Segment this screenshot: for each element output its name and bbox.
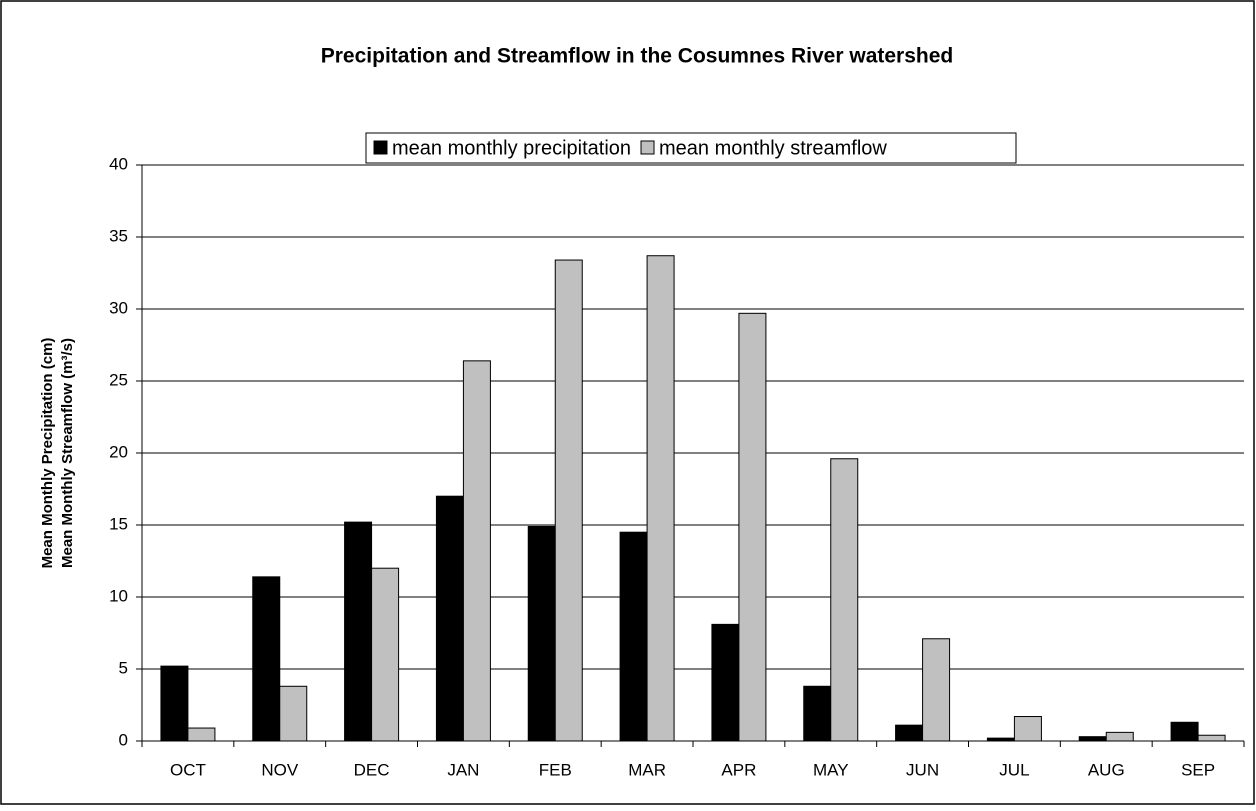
bar [803,685,832,742]
y-axis-label: Mean Monthly Precipitation (cm) Mean Mon… [39,338,76,569]
legend-label: mean monthly streamflow [659,137,887,159]
bar [371,567,400,742]
bar [1197,734,1226,742]
legend-swatch [640,140,655,155]
x-tick-label: JUL [999,760,1029,779]
y-tick-label: 25 [109,370,128,389]
bar [619,531,648,742]
y-tick-label: 0 [119,730,128,749]
bar [1105,731,1134,742]
y-tick-label: 35 [109,226,128,245]
chart-title: Precipitation and Streamflow in the Cosu… [321,45,953,68]
y-tick-label: 40 [109,154,128,173]
x-tick-label: MAY [813,760,849,779]
bar [646,255,675,742]
x-tick-label: FEB [539,760,572,779]
x-tick-label: AUG [1088,760,1125,779]
bar [252,576,281,742]
y-tick-label: 5 [119,658,128,677]
legend-swatch [373,140,388,155]
bar [711,623,740,742]
bar [986,737,1015,742]
bar [344,521,373,742]
bar [160,665,189,742]
bar [527,525,556,742]
bar [435,495,464,742]
x-tick-label: DEC [354,760,390,779]
y-tick-label: 15 [109,514,128,533]
bar [279,685,308,742]
x-tick-label: JAN [447,760,479,779]
legend-label: mean monthly precipitation [392,137,631,159]
bar [187,727,216,742]
x-tick-label: SEP [1181,760,1215,779]
bar [922,638,951,742]
bar [895,724,924,742]
x-tick-label: JUN [906,760,939,779]
bar [1078,736,1107,742]
bar [1170,721,1199,742]
legend-box [365,132,1017,164]
bar [738,312,767,742]
y-axis-label-line: Mean Monthly Streamflow (m³/s) [59,338,76,568]
x-tick-label: OCT [170,760,206,779]
bar [1013,716,1042,742]
bar [462,360,491,742]
x-tick-label: NOV [261,760,299,779]
x-tick-label: MAR [628,760,666,779]
y-tick-label: 10 [109,586,128,605]
x-tick-label: APR [721,760,756,779]
y-axis-label-line: Mean Monthly Precipitation (cm) [39,338,56,569]
bar [830,458,859,742]
bar [554,259,583,742]
y-tick-label: 20 [109,442,128,461]
y-tick-label: 30 [109,298,128,317]
